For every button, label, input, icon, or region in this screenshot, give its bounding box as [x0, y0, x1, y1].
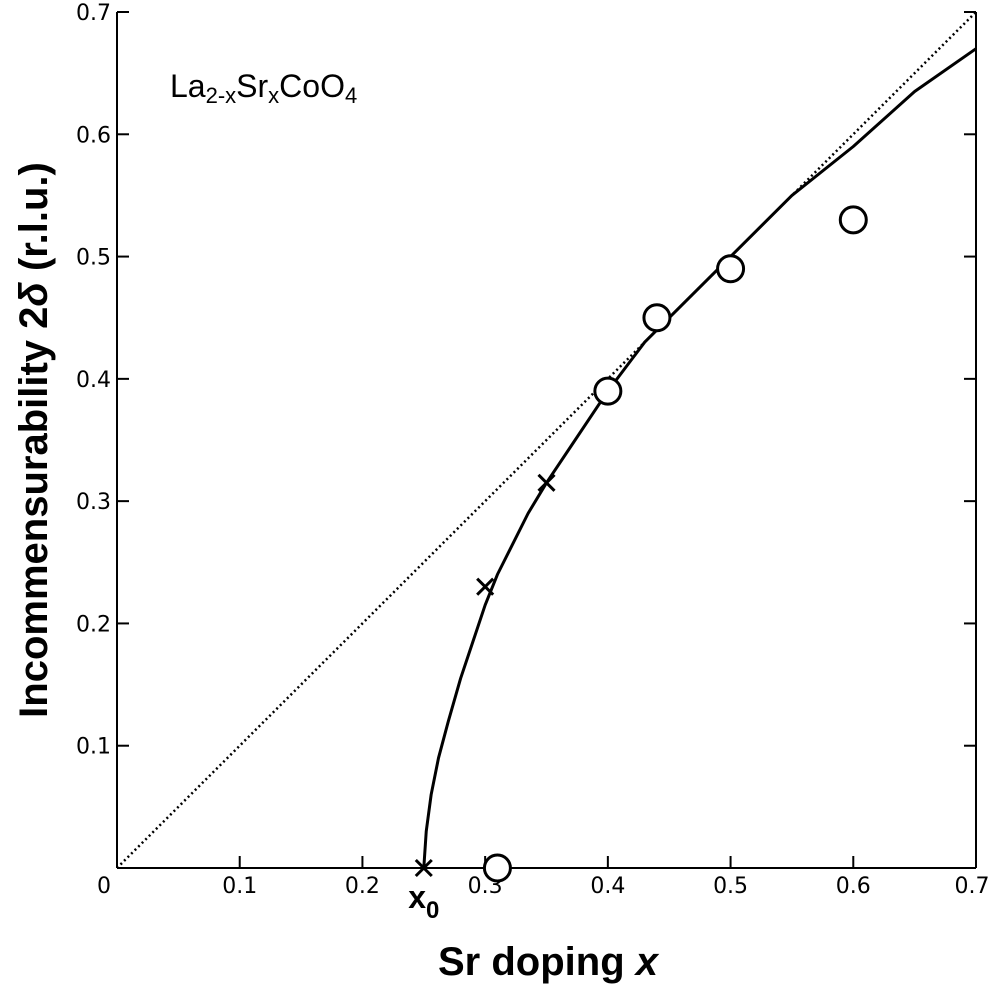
- y-tick-labels: 0.1 0.2 0.3 0.4 0.5 0.6 0.7: [76, 1, 111, 760]
- compound-subscript: 2-x: [206, 83, 237, 108]
- cross-stroke: [537, 473, 556, 492]
- x-tick-label: 0: [97, 874, 111, 899]
- data-point-circle: [716, 254, 746, 284]
- y-tick-label: 0.1: [76, 735, 111, 760]
- compound-subscript: 4: [345, 83, 357, 108]
- compound-text: Sr: [236, 68, 268, 104]
- x-tick-labels: 0 0.1 0.2 0.3 0.4 0.5 0.6 0.7: [97, 874, 990, 899]
- x-tick-label: 0.4: [590, 874, 625, 899]
- y-axis-title-delta: δ: [12, 282, 56, 307]
- x-axis-title-var: x: [634, 940, 660, 984]
- x-tick-label: 0.1: [222, 874, 257, 899]
- compound-annotation: La2-xSrxCoO4: [170, 68, 357, 108]
- x-tick-label: 0.6: [836, 874, 871, 899]
- y-tick-label: 0.3: [76, 490, 111, 515]
- series-markers: [414, 205, 868, 883]
- data-point-cross: [414, 858, 433, 878]
- x-tick-label: 0.7: [955, 874, 990, 899]
- data-point-circle: [593, 376, 623, 406]
- series-lines: [116, 11, 977, 869]
- y-tick-label: 0.4: [76, 368, 111, 393]
- x0-base: x: [408, 879, 426, 915]
- cross-stroke: [414, 858, 433, 878]
- plot-frame: [116, 12, 977, 869]
- compound-text: CoO: [279, 68, 345, 104]
- y-axis-title-text: Incommensurability 2: [12, 307, 56, 718]
- y-axis-title: Incommensurability 2δ (r.l.u.): [12, 162, 56, 718]
- compound-subscript: x: [268, 83, 279, 108]
- axis-ticks: [116, 11, 977, 868]
- x-tick-label: 0.5: [713, 874, 748, 899]
- y-axis-title-unit: (r.l.u.): [12, 162, 56, 282]
- y-tick-label: 0.6: [76, 123, 111, 148]
- linear-reference-line: [116, 11, 977, 869]
- data-point-cross: [537, 473, 556, 492]
- y-tick-label: 0.2: [76, 612, 111, 637]
- x0-subscript: 0: [426, 897, 439, 924]
- y-tick-label: 0.5: [76, 246, 111, 271]
- cross-stroke: [476, 577, 495, 596]
- data-point-circle: [838, 205, 868, 235]
- x-tick-label: 0.2: [345, 874, 380, 899]
- compound-text: La: [170, 68, 206, 104]
- data-point-circle: [482, 853, 512, 883]
- data-point-cross: [476, 577, 495, 596]
- x-axis-title: Sr doping x: [438, 940, 660, 984]
- x-axis-title-text: Sr doping: [438, 940, 636, 984]
- y-tick-label: 0.7: [76, 1, 111, 26]
- data-point-circle: [642, 303, 672, 333]
- x0-label: x0: [408, 879, 439, 924]
- fit-curve: [422, 47, 977, 869]
